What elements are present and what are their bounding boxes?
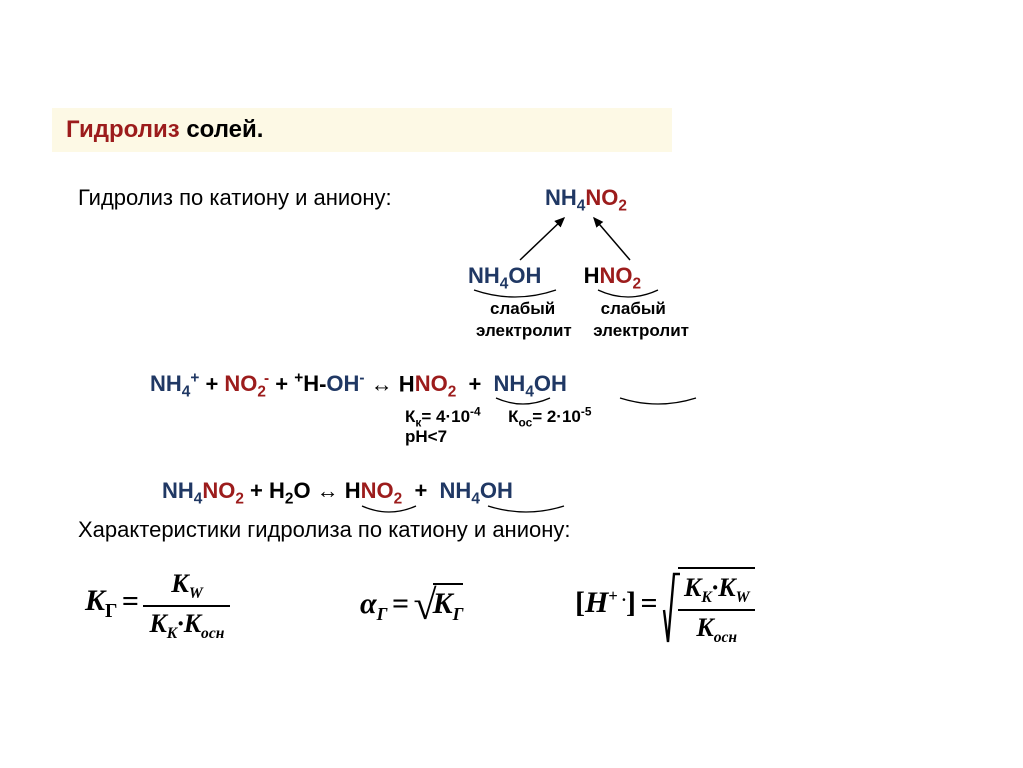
underline-curve-6 (486, 504, 566, 514)
formula-kg: KГ = КW KK·Kосн (85, 567, 230, 645)
underline-curve-4 (618, 396, 698, 406)
main-compound: NH4NO2 (545, 185, 627, 215)
subtitle: Гидролиз по катиону и аниону: (78, 185, 392, 211)
electrolyte-label-1: электролит (476, 321, 572, 340)
weak-label-1: слабый (490, 299, 555, 318)
kk-constant: Кк= 4·10-4 (405, 407, 481, 426)
product-nh4oh: NH4OH (468, 263, 541, 288)
molecular-equation: NH4NO2 + H2O ↔ HNO2 + NH4OH (162, 478, 513, 508)
characteristics-text: Характеристики гидролиза по катиону и ан… (78, 517, 571, 543)
compound-nh: NH4 (545, 185, 585, 210)
constants-row: Кк= 4·10-4 Кос= 2·10-5 (405, 404, 591, 429)
formula-h-plus: [H+ .] = KK·KW Kосн (575, 567, 755, 649)
product-hno2: HNO2 (584, 263, 641, 288)
electrolyte-label-row: электролит электролит (476, 321, 689, 341)
underline-curve-5 (360, 504, 418, 514)
formulas-row: KГ = КW KK·Kосн αГ = √KГ [H+ .] = KK·KW … (85, 555, 935, 645)
compound-no: NO2 (585, 185, 627, 210)
page-title: Гидролиз солей. (66, 116, 263, 144)
title-bar: Гидролиз солей. (52, 108, 672, 152)
electrolyte-label-2: электролит (593, 321, 689, 340)
weak-label-2: слабый (601, 299, 666, 318)
decomposition-arrows (490, 212, 660, 264)
formula-alpha: αГ = √KГ (360, 583, 463, 633)
title-word-1: Гидролиз солей. (66, 116, 263, 143)
weak-label-row: слабый слабый (490, 299, 666, 319)
ph-value: pH<7 (405, 427, 447, 447)
kos-constant: Кос= 2·10-5 (508, 407, 591, 426)
